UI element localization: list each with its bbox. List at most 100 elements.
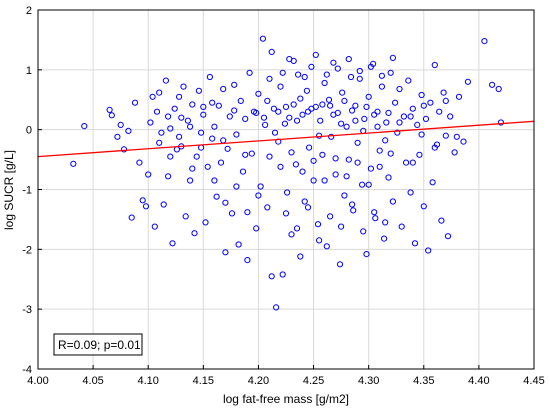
data-point bbox=[411, 240, 419, 247]
data-point bbox=[385, 174, 392, 181]
data-point bbox=[162, 77, 169, 84]
data-point bbox=[339, 89, 346, 96]
data-point bbox=[147, 119, 154, 126]
data-point bbox=[316, 132, 323, 139]
data-point bbox=[259, 35, 266, 42]
data-point bbox=[246, 69, 253, 76]
data-point bbox=[389, 198, 396, 205]
data-point bbox=[316, 237, 323, 244]
data-point bbox=[70, 160, 77, 167]
data-point bbox=[108, 112, 115, 119]
data-point bbox=[400, 113, 407, 120]
data-point bbox=[385, 109, 392, 117]
data-point bbox=[319, 101, 326, 108]
data-point bbox=[244, 209, 251, 216]
data-point bbox=[262, 121, 269, 129]
data-point bbox=[282, 103, 290, 111]
data-point bbox=[156, 89, 163, 96]
x-tick-label: 4.20 bbox=[248, 375, 269, 387]
data-point bbox=[301, 73, 308, 81]
data-point bbox=[239, 168, 247, 175]
data-point bbox=[299, 111, 306, 118]
data-point bbox=[429, 179, 436, 186]
data-point bbox=[266, 153, 273, 160]
data-point bbox=[308, 105, 315, 112]
data-point bbox=[222, 199, 229, 206]
data-point bbox=[117, 121, 124, 129]
annotation-frame bbox=[53, 333, 143, 356]
data-point bbox=[195, 87, 202, 94]
data-point bbox=[264, 204, 271, 211]
data-point bbox=[460, 138, 467, 145]
x-tick-label: 4.25 bbox=[303, 375, 324, 387]
data-point bbox=[231, 107, 238, 114]
data-point bbox=[204, 163, 211, 170]
y-tick-label: 1 bbox=[26, 65, 32, 77]
data-point bbox=[233, 131, 240, 138]
data-point bbox=[481, 38, 488, 45]
data-point bbox=[343, 173, 350, 180]
data-point bbox=[314, 221, 322, 228]
data-point bbox=[182, 213, 189, 220]
data-point bbox=[224, 145, 231, 152]
x-tick-label: 4.45 bbox=[523, 375, 544, 387]
data-point bbox=[301, 198, 308, 205]
data-point bbox=[440, 89, 447, 96]
data-point bbox=[453, 133, 460, 140]
data-point bbox=[286, 114, 293, 121]
data-point bbox=[217, 159, 225, 166]
data-point bbox=[317, 117, 324, 124]
data-point bbox=[338, 223, 345, 230]
data-point bbox=[418, 91, 425, 99]
data-point bbox=[282, 210, 290, 217]
data-point bbox=[297, 95, 304, 102]
data-point bbox=[371, 111, 378, 118]
data-point bbox=[114, 133, 121, 140]
data-point bbox=[187, 123, 194, 130]
data-point bbox=[244, 257, 251, 264]
data-point bbox=[321, 177, 328, 184]
data-point bbox=[131, 99, 139, 106]
data-point bbox=[178, 114, 185, 121]
data-point bbox=[349, 201, 356, 208]
data-point bbox=[396, 119, 403, 126]
data-point bbox=[489, 81, 496, 88]
data-point bbox=[235, 241, 242, 248]
data-point bbox=[310, 177, 317, 184]
x-tick-label: 4.15 bbox=[193, 375, 214, 387]
data-point bbox=[330, 59, 337, 66]
data-point bbox=[167, 125, 174, 132]
data-point bbox=[176, 133, 183, 140]
data-point bbox=[106, 106, 113, 114]
data-point bbox=[420, 203, 427, 210]
data-point bbox=[372, 215, 379, 222]
data-point bbox=[376, 147, 383, 154]
data-point bbox=[271, 129, 279, 136]
data-point bbox=[431, 61, 438, 69]
data-point bbox=[338, 120, 345, 127]
data-point bbox=[431, 144, 438, 151]
data-point bbox=[325, 96, 333, 103]
data-point bbox=[310, 157, 317, 164]
data-point bbox=[153, 108, 161, 115]
data-point bbox=[447, 113, 454, 120]
data-point bbox=[464, 78, 471, 85]
data-point bbox=[396, 85, 403, 93]
data-point bbox=[442, 132, 449, 139]
y-axis-label: log SUCR [g/L] bbox=[2, 150, 16, 230]
data-point bbox=[198, 129, 205, 136]
data-point bbox=[308, 63, 315, 70]
data-point bbox=[228, 210, 236, 217]
data-point bbox=[414, 121, 421, 129]
data-point bbox=[349, 107, 356, 114]
y-tick-label: -4 bbox=[22, 364, 32, 376]
data-point bbox=[142, 203, 150, 210]
grid bbox=[38, 10, 534, 369]
data-point bbox=[215, 102, 222, 109]
data-point bbox=[268, 273, 275, 280]
data-point bbox=[409, 159, 416, 166]
data-point bbox=[81, 123, 88, 130]
data-point bbox=[420, 102, 427, 109]
data-point bbox=[409, 105, 416, 112]
data-point bbox=[356, 67, 363, 75]
